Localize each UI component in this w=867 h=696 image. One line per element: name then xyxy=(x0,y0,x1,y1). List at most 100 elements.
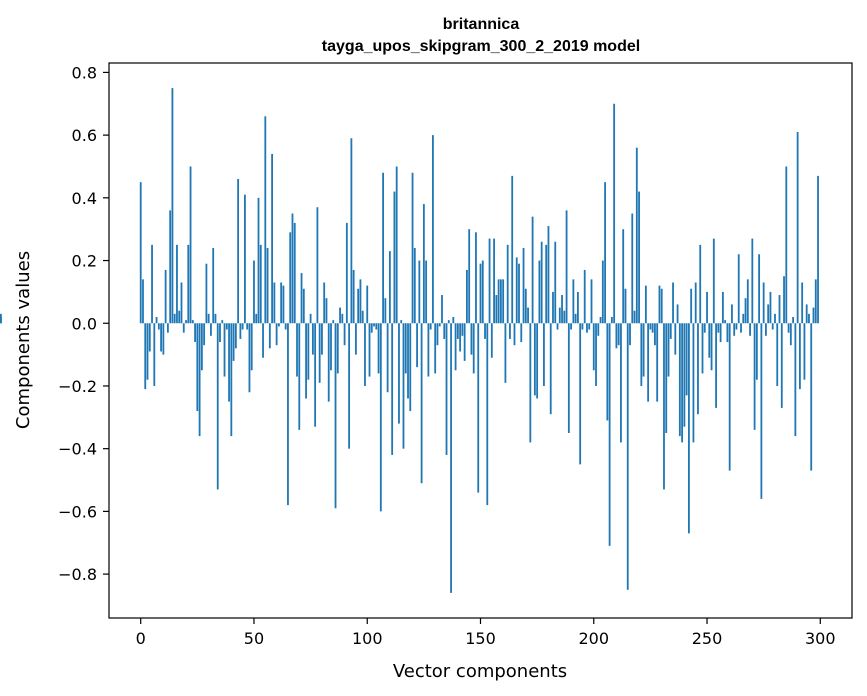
bar-92 xyxy=(348,323,351,449)
bar-201 xyxy=(595,323,597,386)
bar-253 xyxy=(712,238,715,324)
bar-176 xyxy=(538,260,541,324)
bar-248 xyxy=(701,323,704,374)
bar-113 xyxy=(395,166,398,324)
bar-139 xyxy=(454,323,457,371)
bar-266 xyxy=(742,313,745,324)
bar-23 xyxy=(191,320,194,324)
bar-197 xyxy=(586,323,588,333)
bar-46 xyxy=(244,194,246,324)
bar-85 xyxy=(332,320,335,324)
bar-115 xyxy=(400,320,403,324)
bar-104 xyxy=(375,323,378,330)
bar-180 xyxy=(547,226,550,324)
bar-203 xyxy=(599,316,602,324)
bar-67 xyxy=(291,213,294,324)
bar-179 xyxy=(545,244,548,324)
bar-265 xyxy=(740,323,742,333)
bar-125 xyxy=(422,204,425,324)
bar-193 xyxy=(577,291,579,324)
bar-195 xyxy=(581,323,584,330)
bar-252 xyxy=(710,323,713,371)
bar-260 xyxy=(728,323,731,471)
bar-215 xyxy=(626,323,629,590)
bar-95 xyxy=(355,323,357,355)
bar-144 xyxy=(466,269,468,324)
chart-subtitle: tayga_upos_skipgram_300_2_2019 model xyxy=(322,38,640,55)
bar-185 xyxy=(558,307,561,324)
bar-204 xyxy=(601,260,604,324)
bar-132 xyxy=(438,323,441,327)
bar-105 xyxy=(377,323,380,374)
bar-183 xyxy=(554,241,557,324)
bar-205 xyxy=(604,182,606,324)
bar-169 xyxy=(522,248,525,324)
bar-48 xyxy=(248,323,251,393)
bar-38 xyxy=(225,323,228,330)
bar-190 xyxy=(570,323,573,330)
bar-126 xyxy=(425,260,428,324)
bar-244 xyxy=(692,323,695,443)
bar-134 xyxy=(443,323,446,339)
bar-106 xyxy=(379,323,382,512)
bar-75 xyxy=(309,313,312,324)
bar-235 xyxy=(672,282,674,324)
bar-280 xyxy=(774,313,776,324)
bar-182 xyxy=(552,291,554,324)
bar-47 xyxy=(246,323,249,330)
bar-277 xyxy=(767,304,770,324)
bar-287 xyxy=(789,323,792,346)
bar-298 xyxy=(814,279,817,324)
bar-283 xyxy=(780,323,783,408)
bar-295 xyxy=(808,313,810,324)
bar-232 xyxy=(665,323,668,433)
bar-108 xyxy=(384,298,387,324)
x-tick-label: 200 xyxy=(578,629,609,648)
bar-249 xyxy=(703,323,706,333)
bar-259 xyxy=(726,323,729,343)
bar-25 xyxy=(196,323,199,412)
bar-100 xyxy=(366,285,369,324)
bar-110 xyxy=(388,251,391,324)
bar-76 xyxy=(311,323,314,355)
bar-279 xyxy=(771,323,774,330)
bar-69 xyxy=(296,323,298,377)
bar-250 xyxy=(706,291,708,324)
bar-135 xyxy=(445,323,448,455)
bar-130 xyxy=(434,323,437,374)
bar-4 xyxy=(148,323,151,352)
bar-238 xyxy=(678,323,681,437)
bar-194 xyxy=(579,323,582,465)
bar-166 xyxy=(515,257,518,324)
bar-202 xyxy=(597,323,600,336)
bar-269 xyxy=(749,323,751,336)
bar-109 xyxy=(386,323,389,393)
bar-254 xyxy=(715,323,717,408)
x-axis-ticks: 0 50 100 150 200 250 300 xyxy=(136,618,836,648)
bar-140 xyxy=(456,323,459,339)
bar-2 xyxy=(144,323,147,390)
bar-73 xyxy=(305,323,307,399)
bar-187 xyxy=(563,310,566,324)
bar-292 xyxy=(801,282,804,324)
bar-200 xyxy=(592,323,595,371)
y-tick-label: 0.2 xyxy=(72,252,97,271)
bar-271 xyxy=(753,323,756,430)
x-axis-label: Vector components xyxy=(393,661,567,682)
bar-24 xyxy=(194,323,196,343)
bar-175 xyxy=(536,323,539,399)
bar-49 xyxy=(250,323,253,371)
y-tick-label: −0.2 xyxy=(58,377,97,396)
bar-30 xyxy=(207,313,210,324)
bar-217 xyxy=(631,213,634,324)
bar-154 xyxy=(488,238,491,324)
bar-136 xyxy=(447,320,450,324)
bar-207 xyxy=(608,323,611,546)
bar-290 xyxy=(796,131,799,324)
bar-138 xyxy=(452,316,455,324)
bar-153 xyxy=(486,323,489,506)
bar-285 xyxy=(785,166,788,324)
bar-43 xyxy=(237,179,240,324)
bar-155 xyxy=(490,323,493,358)
bar-281 xyxy=(776,323,779,386)
